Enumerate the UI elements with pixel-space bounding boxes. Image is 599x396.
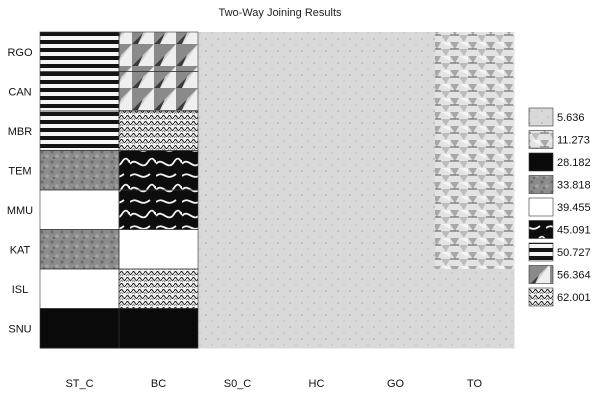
heatmap-cell-tem-s0c <box>198 150 278 191</box>
row-label-isl: ISL <box>12 284 29 296</box>
column-label-bc: BC <box>151 378 166 390</box>
heatmap-cell-isl-s0c <box>198 269 278 309</box>
legend-label-4: 39.455 <box>557 202 591 214</box>
row-label-rgo: RGO <box>7 47 33 59</box>
row-label-mmu: MMU <box>7 205 33 217</box>
legend-swatch-0 <box>528 107 554 127</box>
legend-label-2: 28.182 <box>557 157 591 169</box>
heatmap-cell-mmu-hc <box>277 190 357 230</box>
row-label-tem: TEM <box>8 165 31 177</box>
heatmap-cell-rgo-hc <box>277 32 357 72</box>
heatmap-cell-kat-bc <box>119 229 199 270</box>
column-label-s0c: S0_C <box>224 378 252 390</box>
heatmap-cell-kat-hc <box>277 229 357 270</box>
heatmap-cell-can-s0c <box>198 71 278 112</box>
row-label-mbr: MBR <box>8 126 33 138</box>
heatmap-cell-snu-s0c <box>198 308 278 349</box>
legend-label-6: 50.727 <box>557 247 591 259</box>
heatmap-cell-rgo-to <box>435 32 515 72</box>
heatmap-cell-snu-to <box>435 308 515 349</box>
legend-swatch-6 <box>528 242 554 262</box>
heatmap-cell-mbr-go <box>356 111 436 151</box>
heatmap-cell-rgo-s0c <box>198 32 278 72</box>
heatmap-cell-isl-to <box>435 269 515 309</box>
heatmap-cell-mbr-bc <box>119 111 199 151</box>
heatmap-cell-kat-s0c <box>198 229 278 270</box>
legend-swatch-7 <box>528 265 554 284</box>
heatmap-cell-isl-bc <box>119 269 199 309</box>
legend-swatch-3 <box>528 175 554 194</box>
heatmap-cell-kat-go <box>356 229 436 270</box>
legend-swatch-2 <box>528 152 554 172</box>
heatmap-cell-mbr-s0c <box>198 111 278 151</box>
row-label-snu: SNU <box>8 323 31 335</box>
heatmap-cell-mbr-stc <box>40 111 120 151</box>
heatmap-cell-snu-hc <box>277 308 357 349</box>
heatmap-cell-tem-bc <box>119 150 199 191</box>
heatmap-cell-tem-stc <box>40 150 120 191</box>
heatmap-cell-isl-go <box>356 269 436 309</box>
column-label-hc: HC <box>309 378 325 390</box>
legend-label-1: 11.273 <box>557 135 590 147</box>
row-label-kat: KAT <box>10 244 31 256</box>
heatmap-cell-mmu-to <box>435 190 515 230</box>
cell-border <box>118 308 199 349</box>
column-label-stc: ST_C <box>65 378 93 390</box>
chart-title: Two-Way Joining Results <box>218 7 342 19</box>
heatmap-cell-rgo-stc <box>40 32 120 72</box>
heatmap-cell-snu-go <box>356 308 436 349</box>
legend-swatch-8 <box>528 287 554 307</box>
heatmap-cell-can-stc <box>40 71 120 112</box>
heatmap-cell-mmu-bc <box>119 190 199 230</box>
heatmap-cell-mbr-hc <box>277 111 357 151</box>
heatmap-cell-can-hc <box>277 71 357 112</box>
legend-label-8: 62.001 <box>557 292 591 304</box>
heatmap-cell-can-bc <box>119 71 199 112</box>
column-label-go: GO <box>387 378 405 390</box>
heatmap-cell-mbr-to <box>435 111 515 151</box>
row-label-can: CAN <box>8 86 31 98</box>
heatmap-cell-can-go <box>356 71 436 112</box>
heatmap-cell-tem-hc <box>277 150 357 191</box>
heatmap-cell-mmu-s0c <box>198 190 278 230</box>
legend-label-5: 45.091 <box>557 225 591 237</box>
heatmap-cell-snu-bc <box>119 308 199 349</box>
heatmap-cell-kat-to <box>435 229 515 270</box>
heatmap-cell-tem-to <box>435 150 515 191</box>
heatmap-cell-rgo-bc <box>119 32 199 72</box>
heatmap-cell-isl-stc <box>40 269 120 309</box>
column-label-to: TO <box>467 378 483 390</box>
heatmap-cell-isl-hc <box>277 269 357 309</box>
legend-swatch-4 <box>528 197 554 217</box>
legend-swatch-1 <box>528 130 554 149</box>
heatmap-cell-rgo-go <box>356 32 436 72</box>
heatmap-cell-tem-go <box>356 150 436 191</box>
heatmap-cell-snu-stc <box>40 308 120 349</box>
legend-label-3: 33.818 <box>557 180 591 192</box>
legend-swatch-5 <box>528 220 554 239</box>
heatmap-cell-kat-stc <box>40 229 120 270</box>
heatmap-cell-can-to <box>435 71 515 112</box>
heatmap-cell-mmu-go <box>356 190 436 230</box>
legend-label-7: 56.364 <box>557 270 591 282</box>
heatmap-cell-mmu-stc <box>40 190 120 230</box>
legend-label-0: 5.636 <box>557 112 585 124</box>
